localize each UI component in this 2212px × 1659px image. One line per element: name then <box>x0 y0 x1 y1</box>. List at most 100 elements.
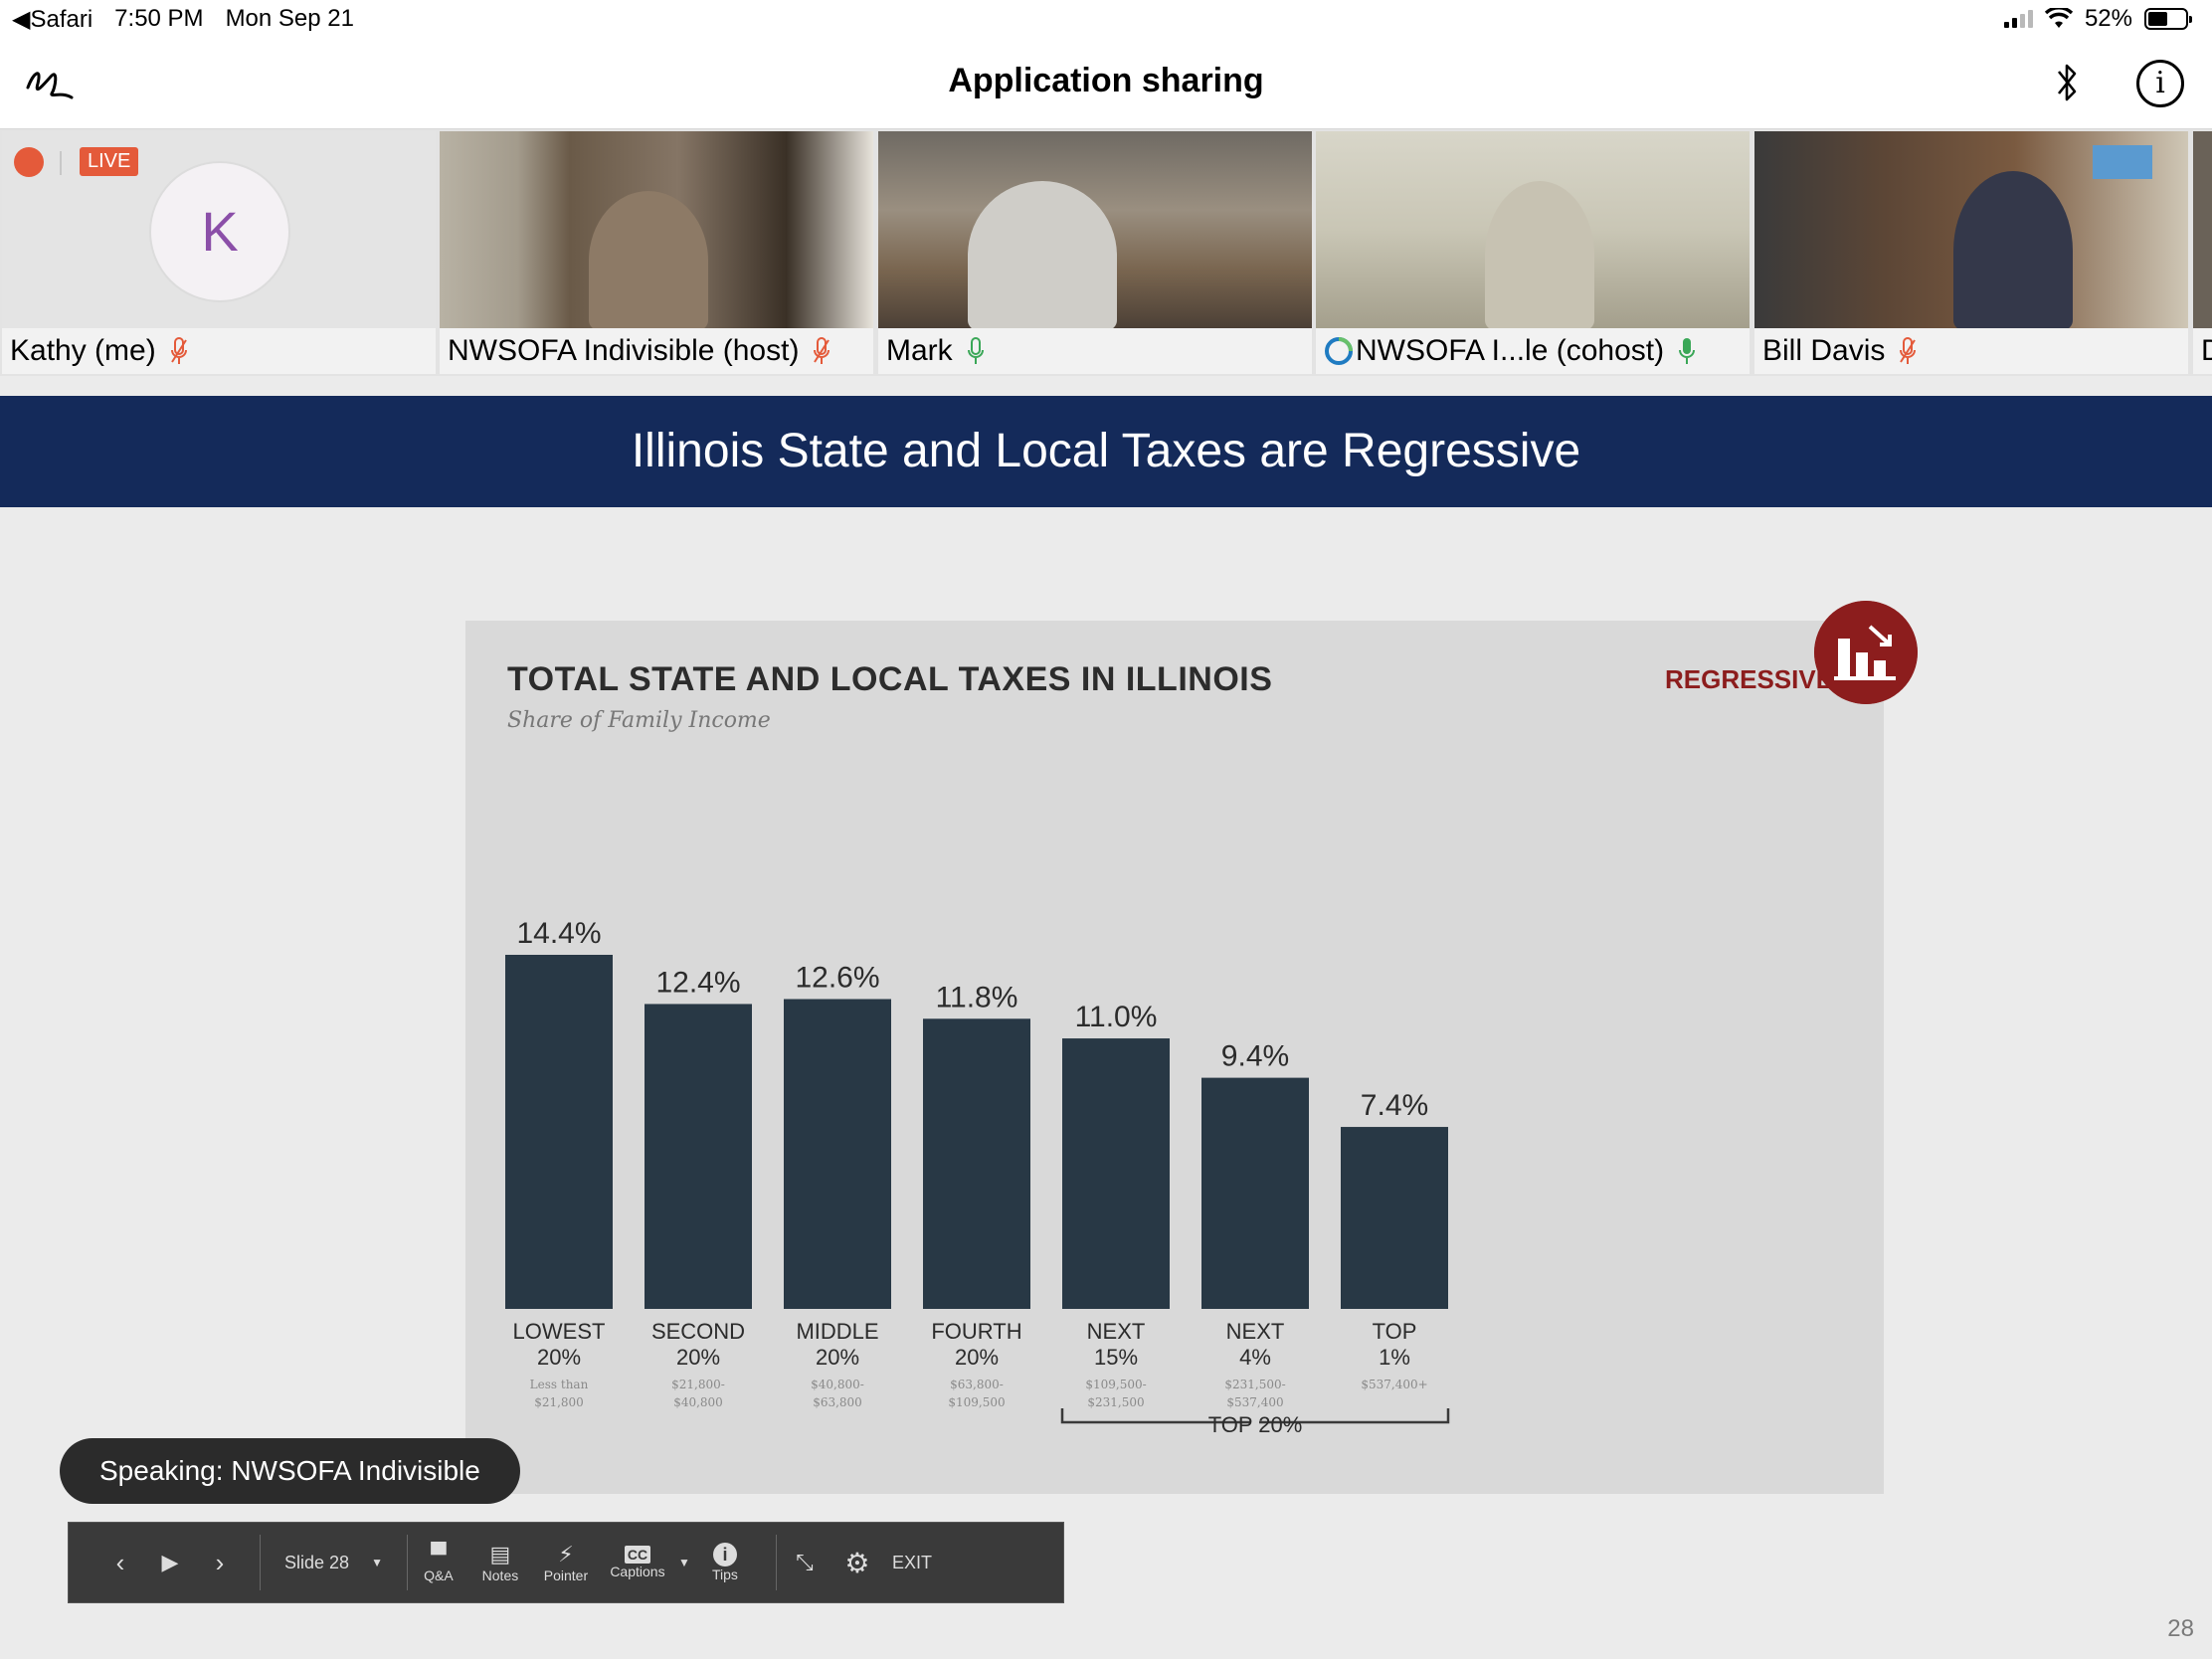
person-silhouette <box>968 181 1117 330</box>
income-range-label: $231,500 <box>1087 1395 1144 1409</box>
notes-button[interactable]: ▤ Notes <box>481 1542 519 1583</box>
income-range-label: Less than <box>530 1378 589 1391</box>
next-slide-button[interactable]: › <box>215 1547 225 1577</box>
wifi-icon <box>2044 8 2073 28</box>
income-range-label: $21,800 <box>534 1395 584 1409</box>
bar-value-label: 7.4% <box>1361 1089 1428 1122</box>
chart-bar <box>1341 1127 1448 1309</box>
tips-button[interactable]: i Tips <box>711 1543 738 1582</box>
category-label: 4% <box>1239 1345 1271 1370</box>
page-title: Application sharing <box>948 62 1264 99</box>
slide-selector-label: Slide 28 <box>284 1552 350 1572</box>
category-label: FOURTH <box>931 1319 1021 1344</box>
background-sign <box>2093 145 2152 179</box>
captions-icon: CC <box>624 1546 651 1564</box>
participant-name-bar: NWSOFA Indivisible (host) <box>440 328 873 374</box>
gear-icon[interactable]: ⚙ <box>844 1547 870 1578</box>
toolbar-divider <box>775 1535 777 1590</box>
bar-value-label: 12.6% <box>795 962 879 995</box>
category-label: NEXT <box>1087 1319 1146 1344</box>
income-range-label: $537,400+ <box>1361 1378 1427 1391</box>
income-range-label: $109,500 <box>948 1395 1005 1409</box>
participant-tile[interactable]: D <box>2193 131 2212 374</box>
exit-fullscreen-icon[interactable]: ⤡ <box>796 1550 814 1574</box>
captions-dropdown-chevron-icon[interactable]: ▼ <box>678 1556 690 1569</box>
loading-spinner-icon <box>1325 337 1353 365</box>
participant-name-bar: D <box>2193 328 2212 374</box>
status-bar: ◀Safari 7:50 PM Mon Sep 21 52% <box>0 0 2212 40</box>
income-range-label: $231,500- <box>1224 1378 1285 1391</box>
participant-tile[interactable]: NWSOFA Indivisible (host) <box>440 131 873 374</box>
qa-button[interactable]: ▀ Q&A <box>424 1542 454 1583</box>
bar-value-label: 12.4% <box>655 966 740 999</box>
annotate-scribble-icon[interactable] <box>22 58 78 107</box>
participant-tile[interactable]: LIVE K Kathy (me) <box>2 131 436 374</box>
participant-tile[interactable]: NWSOFA I...le (cohost) <box>1316 131 1750 374</box>
avatar: K <box>149 161 290 302</box>
info-icon[interactable]: i <box>2136 60 2184 107</box>
participant-video <box>440 131 873 330</box>
person-silhouette <box>589 191 708 330</box>
participant-name: NWSOFA I...le (cohost) <box>1356 334 1665 367</box>
chevron-down-icon: ▼ <box>371 1556 383 1569</box>
slide-selector[interactable]: Slide 28 ▼ <box>261 1553 407 1573</box>
participant-tile[interactable]: Mark <box>878 131 1312 374</box>
category-label: 20% <box>955 1345 999 1370</box>
bar-value-label: 9.4% <box>1221 1040 1289 1073</box>
category-label: MIDDLE <box>796 1319 878 1344</box>
chart-title: TOTAL STATE AND LOCAL TAXES IN ILLINOIS <box>507 660 1273 698</box>
category-label: TOP <box>1373 1319 1417 1344</box>
participant-name-bar: Bill Davis <box>1754 328 2188 374</box>
participant-video <box>1754 131 2188 330</box>
live-badge: LIVE <box>80 147 139 176</box>
bracket-line <box>1259 1408 1450 1424</box>
app-title-bar: Application sharing i <box>0 40 2212 129</box>
cellular-signal-icon <box>2003 10 2033 28</box>
participant-name: Bill Davis <box>1762 334 1886 367</box>
chart-bar <box>1062 1038 1170 1309</box>
participant-name: NWSOFA Indivisible (host) <box>448 334 800 367</box>
person-silhouette <box>1953 171 2073 330</box>
participant-video <box>878 131 1312 330</box>
speaking-indicator: Speaking: NWSOFA Indivisible <box>60 1438 520 1504</box>
mic-muted-icon <box>814 337 830 364</box>
bracket-line <box>1060 1408 1251 1424</box>
chart-bar <box>505 955 613 1309</box>
slide-header: Illinois State and Local Taxes are Regre… <box>0 396 2212 507</box>
bar-value-label: 14.4% <box>516 917 601 950</box>
category-label: 1% <box>1379 1345 1410 1370</box>
regressive-label: REGRESSIVE <box>1665 664 1834 694</box>
participant-name: D <box>2201 334 2212 367</box>
chart-card: TOTAL STATE AND LOCAL TAXES IN ILLINOIS … <box>465 601 1918 1494</box>
chart-bar <box>1201 1077 1309 1309</box>
battery-percent: 52% <box>2084 5 2132 32</box>
slide-page-number: 28 <box>2167 1615 2194 1642</box>
previous-slide-button[interactable]: ‹ <box>115 1547 125 1577</box>
bluetooth-icon[interactable] <box>2051 58 2083 107</box>
chart-bar <box>923 1018 1030 1309</box>
captions-button[interactable]: CC Captions <box>610 1546 665 1579</box>
category-label: 15% <box>1094 1345 1138 1370</box>
participant-tile[interactable]: Bill Davis <box>1754 131 2188 374</box>
divider <box>60 151 62 175</box>
toolbar-divider <box>260 1535 261 1590</box>
participant-avatar-area: LIVE K <box>2 131 436 328</box>
play-button[interactable]: ▶ <box>161 1550 179 1574</box>
back-to-app-link[interactable]: ◀Safari <box>12 6 93 33</box>
category-label: 20% <box>676 1345 720 1370</box>
participant-name-bar: NWSOFA I...le (cohost) <box>1316 328 1750 374</box>
participant-strip: LIVE K Kathy (me) NWSOFA Indivisible (ho… <box>0 129 2212 376</box>
participant-name-bar: Kathy (me) <box>2 328 436 374</box>
exit-button[interactable]: EXIT <box>891 1552 932 1572</box>
bracket-label: TOP 20% <box>1208 1412 1303 1437</box>
income-range-label: $63,800- <box>950 1378 1004 1391</box>
category-label: NEXT <box>1226 1319 1285 1344</box>
muted-indicator-icon <box>14 147 44 177</box>
pointer-button[interactable]: ⚡ Pointer <box>543 1542 589 1583</box>
income-range-label: $109,500- <box>1085 1378 1146 1391</box>
income-range-label: $40,800- <box>811 1378 864 1391</box>
participant-name: Kathy (me) <box>10 334 156 367</box>
status-time: 7:50 PM <box>114 5 204 32</box>
income-range-label: $537,400 <box>1226 1395 1283 1409</box>
